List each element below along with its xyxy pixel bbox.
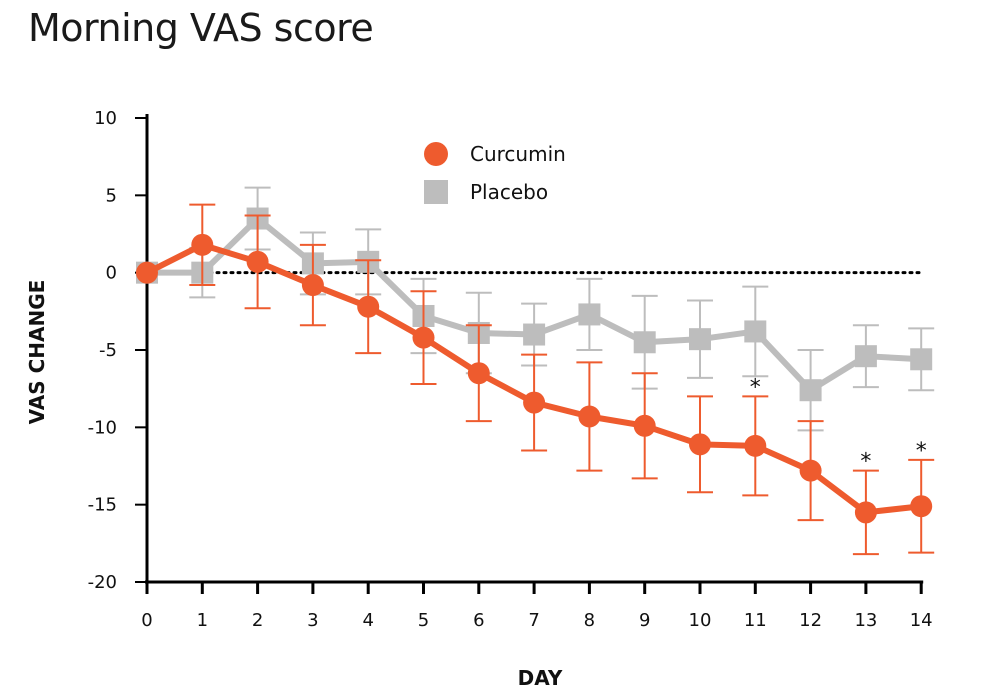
x-axis-title: DAY [518,666,563,690]
data-point-curcumin [689,433,711,456]
data-point-curcumin [357,295,380,318]
x-tick-label: 1 [197,610,208,631]
data-point-placebo [523,323,546,346]
data-point-placebo [689,328,711,351]
y-tick-label: -15 [88,495,117,516]
y-tick-label: 0 [106,263,117,284]
data-point-placebo [578,303,601,326]
y-tick-label: -5 [99,340,117,361]
significance-asterisk: * [750,375,761,400]
significance-annotations: * * * [750,375,927,474]
significance-asterisk: * [916,439,927,464]
series-curcumin [136,203,935,556]
x-tick-label: 13 [854,610,877,631]
x-tick-label: 7 [528,610,539,631]
data-point-curcumin [854,501,877,524]
x-tick-label: 0 [141,610,152,631]
y-tick-label: -10 [88,417,117,438]
data-point-placebo [744,320,767,343]
x-tick-label: 3 [307,610,318,631]
data-point-curcumin [467,362,490,385]
y-tick-label: 10 [94,108,117,129]
data-point-placebo [910,348,933,371]
legend-marker-placebo [424,180,448,204]
significance-asterisk: * [860,450,871,475]
x-tick-label: 2 [252,610,263,631]
data-point-curcumin [246,250,269,273]
chart-title: Morning VAS score [28,6,374,50]
x-tick-label: 11 [744,610,767,631]
data-point-curcumin [136,261,158,284]
data-point-placebo [633,331,656,354]
data-point-placebo [854,345,877,368]
x-tick-label: 4 [362,610,373,631]
data-point-curcumin [910,495,933,518]
data-point-curcumin [633,414,656,437]
data-point-placebo [799,379,822,402]
data-point-curcumin [301,274,324,297]
x-tick-label: 6 [473,610,484,631]
data-point-curcumin [191,233,214,256]
x-tick-label: 5 [418,610,429,631]
y-tick-label: -20 [88,572,117,593]
x-tick-label: 8 [584,610,595,631]
x-tick-label: 12 [799,610,822,631]
y-axis-title: VAS CHANGE [25,280,49,425]
x-tick-label: 14 [910,610,933,631]
x-tick-label: 10 [689,610,712,631]
y-tick-label: 5 [106,185,117,206]
data-point-curcumin [578,405,601,428]
data-point-curcumin [744,434,767,457]
legend-label-curcumin: Curcumin [470,142,566,166]
data-point-curcumin [412,326,435,349]
legend-label-placebo: Placebo [470,180,548,204]
legend: Curcumin Placebo [424,142,566,204]
data-point-curcumin [799,459,822,482]
legend-marker-curcumin [424,142,448,166]
x-tick-label: 9 [639,610,650,631]
data-point-curcumin [523,391,546,414]
